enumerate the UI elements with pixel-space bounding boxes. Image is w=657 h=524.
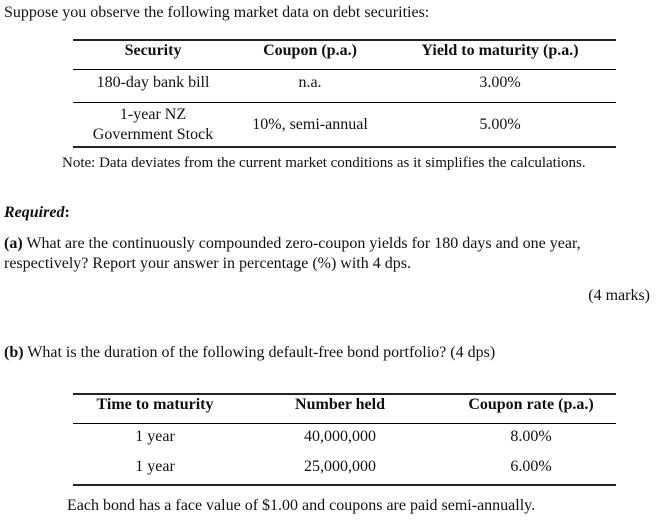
part-a-marks: (4 marks): [588, 287, 650, 304]
part-a-line1: (a) What are the continuously compounded…: [4, 235, 581, 253]
table2-row2-held: 25,000,000: [304, 458, 376, 475]
table2-header-rate: Coupon rate (p.a.): [468, 396, 594, 413]
table1-header-security: Security: [124, 42, 182, 59]
table1-row2-coupon: 10%, semi-annual: [252, 116, 368, 133]
intro-text: Suppose you observe the following market…: [4, 4, 430, 21]
table1-row1-coupon: n.a.: [298, 74, 322, 91]
required-colon: :: [64, 204, 70, 221]
part-a-label: (a): [4, 235, 23, 252]
part-b-text: What is the duration of the following de…: [23, 344, 496, 361]
table1-row1-ytm: 3.00%: [479, 74, 521, 91]
table1-row2-security-line1: 1-year NZ: [119, 106, 187, 123]
required-label: Required: [4, 204, 65, 221]
table1-header-ytm: Yield to maturity (p.a.): [421, 42, 579, 59]
table1-row2-security-line2: Government Stock: [92, 126, 214, 143]
table2-row1-rate: 8.00%: [510, 428, 552, 445]
table1-bottom-rule: [73, 146, 616, 148]
table2-header-rule: [73, 423, 616, 424]
table2-top-rule: [73, 393, 616, 395]
part-b-label: (b): [4, 344, 24, 361]
table2-header-time: Time to maturity: [96, 396, 214, 413]
table1-note: Note: Data deviates from the current mar…: [62, 155, 586, 171]
table1-header-rule: [73, 69, 616, 70]
footer-note: Each bond has a face value of $1.00 and …: [67, 497, 536, 514]
part-b-question: (b) What is the duration of the followin…: [4, 344, 495, 362]
table1-row2-ytm: 5.00%: [479, 116, 521, 133]
table2-row1-held: 40,000,000: [304, 428, 376, 445]
table1-header-coupon: Coupon (p.a.): [263, 42, 357, 59]
table1-row-rule: [73, 102, 616, 103]
table2-header-held: Number held: [295, 396, 385, 413]
part-a-line2: respectively? Report your answer in perc…: [4, 255, 411, 272]
part-a-text-1: What are the continuously compounded zer…: [22, 235, 581, 252]
table2-row2-time: 1 year: [135, 458, 175, 475]
table1-row1-security: 180-day bank bill: [96, 74, 210, 91]
table2-row2-rate: 6.00%: [510, 458, 552, 475]
table1-top-rule: [73, 39, 616, 41]
required-heading: Required:: [4, 204, 70, 222]
table2-bottom-rule: [73, 484, 616, 486]
table2-row1-time: 1 year: [135, 428, 175, 445]
